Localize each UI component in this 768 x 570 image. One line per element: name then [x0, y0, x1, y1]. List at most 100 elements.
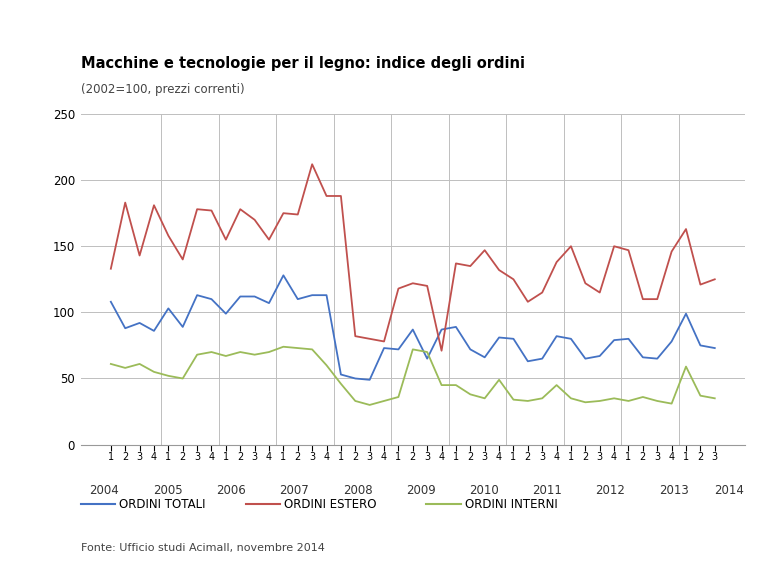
- ORDINI TOTALI: [250, 293, 260, 300]
- ORDINI TOTALI: [696, 342, 705, 349]
- ORDINI TOTALI: [437, 326, 446, 333]
- ORDINI ESTERO: [236, 206, 245, 213]
- ORDINI TOTALI: [121, 325, 130, 332]
- Text: 2007: 2007: [280, 484, 309, 498]
- ORDINI INTERNI: [207, 349, 216, 356]
- Text: ORDINI TOTALI: ORDINI TOTALI: [119, 498, 206, 511]
- ORDINI ESTERO: [106, 265, 115, 272]
- ORDINI INTERNI: [250, 351, 260, 358]
- ORDINI INTERNI: [193, 351, 202, 358]
- ORDINI INTERNI: [351, 397, 360, 404]
- ORDINI TOTALI: [595, 353, 604, 360]
- ORDINI ESTERO: [322, 193, 331, 200]
- ORDINI TOTALI: [221, 310, 230, 317]
- Text: Macchine e tecnologie per il legno: indice degli ordini: Macchine e tecnologie per il legno: indi…: [81, 56, 525, 71]
- ORDINI TOTALI: [106, 298, 115, 305]
- ORDINI INTERNI: [667, 400, 677, 407]
- ORDINI TOTALI: [495, 334, 504, 341]
- ORDINI ESTERO: [480, 247, 489, 254]
- Text: 2006: 2006: [216, 484, 246, 498]
- ORDINI INTERNI: [653, 397, 662, 404]
- ORDINI INTERNI: [538, 395, 547, 402]
- ORDINI TOTALI: [178, 324, 187, 331]
- ORDINI INTERNI: [279, 343, 288, 350]
- ORDINI TOTALI: [681, 310, 690, 317]
- ORDINI TOTALI: [581, 355, 590, 362]
- ORDINI INTERNI: [106, 360, 115, 367]
- ORDINI TOTALI: [538, 355, 547, 362]
- ORDINI TOTALI: [624, 335, 633, 342]
- Text: Fonte: Ufficio studi Acimall, novembre 2014: Fonte: Ufficio studi Acimall, novembre 2…: [81, 543, 325, 553]
- Text: 2008: 2008: [343, 484, 372, 498]
- Text: 2011: 2011: [532, 484, 562, 498]
- ORDINI TOTALI: [207, 296, 216, 303]
- ORDINI INTERNI: [236, 349, 245, 356]
- Text: 2012: 2012: [595, 484, 625, 498]
- ORDINI ESTERO: [595, 289, 604, 296]
- ORDINI TOTALI: [336, 371, 346, 378]
- Line: ORDINI TOTALI: ORDINI TOTALI: [111, 275, 715, 380]
- ORDINI INTERNI: [638, 393, 647, 400]
- ORDINI INTERNI: [480, 395, 489, 402]
- ORDINI TOTALI: [149, 327, 158, 334]
- ORDINI TOTALI: [653, 355, 662, 362]
- ORDINI TOTALI: [465, 346, 475, 353]
- ORDINI INTERNI: [437, 382, 446, 389]
- ORDINI TOTALI: [480, 354, 489, 361]
- Text: 2010: 2010: [469, 484, 499, 498]
- ORDINI ESTERO: [178, 256, 187, 263]
- ORDINI INTERNI: [581, 399, 590, 406]
- ORDINI ESTERO: [538, 289, 547, 296]
- ORDINI ESTERO: [307, 161, 316, 168]
- ORDINI INTERNI: [509, 396, 518, 403]
- ORDINI TOTALI: [523, 358, 532, 365]
- ORDINI TOTALI: [193, 292, 202, 299]
- ORDINI INTERNI: [394, 393, 403, 400]
- ORDINI TOTALI: [322, 292, 331, 299]
- ORDINI ESTERO: [250, 217, 260, 223]
- ORDINI TOTALI: [638, 354, 647, 361]
- ORDINI ESTERO: [135, 252, 144, 259]
- ORDINI ESTERO: [452, 260, 461, 267]
- ORDINI TOTALI: [236, 293, 245, 300]
- ORDINI TOTALI: [379, 345, 389, 352]
- Text: (2002=100, prezzi correnti): (2002=100, prezzi correnti): [81, 83, 244, 96]
- ORDINI ESTERO: [279, 210, 288, 217]
- ORDINI ESTERO: [566, 243, 575, 250]
- ORDINI TOTALI: [552, 333, 561, 340]
- ORDINI ESTERO: [523, 298, 532, 305]
- ORDINI ESTERO: [394, 285, 403, 292]
- Text: 2014: 2014: [714, 484, 744, 498]
- ORDINI ESTERO: [193, 206, 202, 213]
- ORDINI ESTERO: [624, 247, 633, 254]
- ORDINI TOTALI: [264, 300, 273, 307]
- ORDINI INTERNI: [409, 346, 418, 353]
- ORDINI INTERNI: [710, 395, 720, 402]
- ORDINI INTERNI: [264, 349, 273, 356]
- ORDINI TOTALI: [164, 305, 173, 312]
- ORDINI INTERNI: [422, 349, 432, 356]
- ORDINI ESTERO: [164, 232, 173, 239]
- ORDINI INTERNI: [336, 380, 346, 387]
- ORDINI TOTALI: [351, 375, 360, 382]
- Text: ORDINI INTERNI: ORDINI INTERNI: [465, 498, 558, 511]
- ORDINI ESTERO: [422, 283, 432, 290]
- ORDINI ESTERO: [351, 333, 360, 340]
- ORDINI ESTERO: [495, 267, 504, 274]
- ORDINI ESTERO: [667, 248, 677, 255]
- ORDINI INTERNI: [595, 397, 604, 404]
- ORDINI INTERNI: [452, 382, 461, 389]
- ORDINI TOTALI: [710, 345, 720, 352]
- ORDINI TOTALI: [610, 337, 619, 344]
- ORDINI ESTERO: [264, 236, 273, 243]
- ORDINI ESTERO: [710, 276, 720, 283]
- ORDINI INTERNI: [681, 363, 690, 370]
- ORDINI ESTERO: [681, 226, 690, 233]
- ORDINI ESTERO: [696, 281, 705, 288]
- ORDINI INTERNI: [149, 368, 158, 375]
- ORDINI INTERNI: [465, 391, 475, 398]
- ORDINI ESTERO: [653, 296, 662, 303]
- Line: ORDINI INTERNI: ORDINI INTERNI: [111, 347, 715, 405]
- ORDINI INTERNI: [624, 397, 633, 404]
- ORDINI INTERNI: [293, 345, 303, 352]
